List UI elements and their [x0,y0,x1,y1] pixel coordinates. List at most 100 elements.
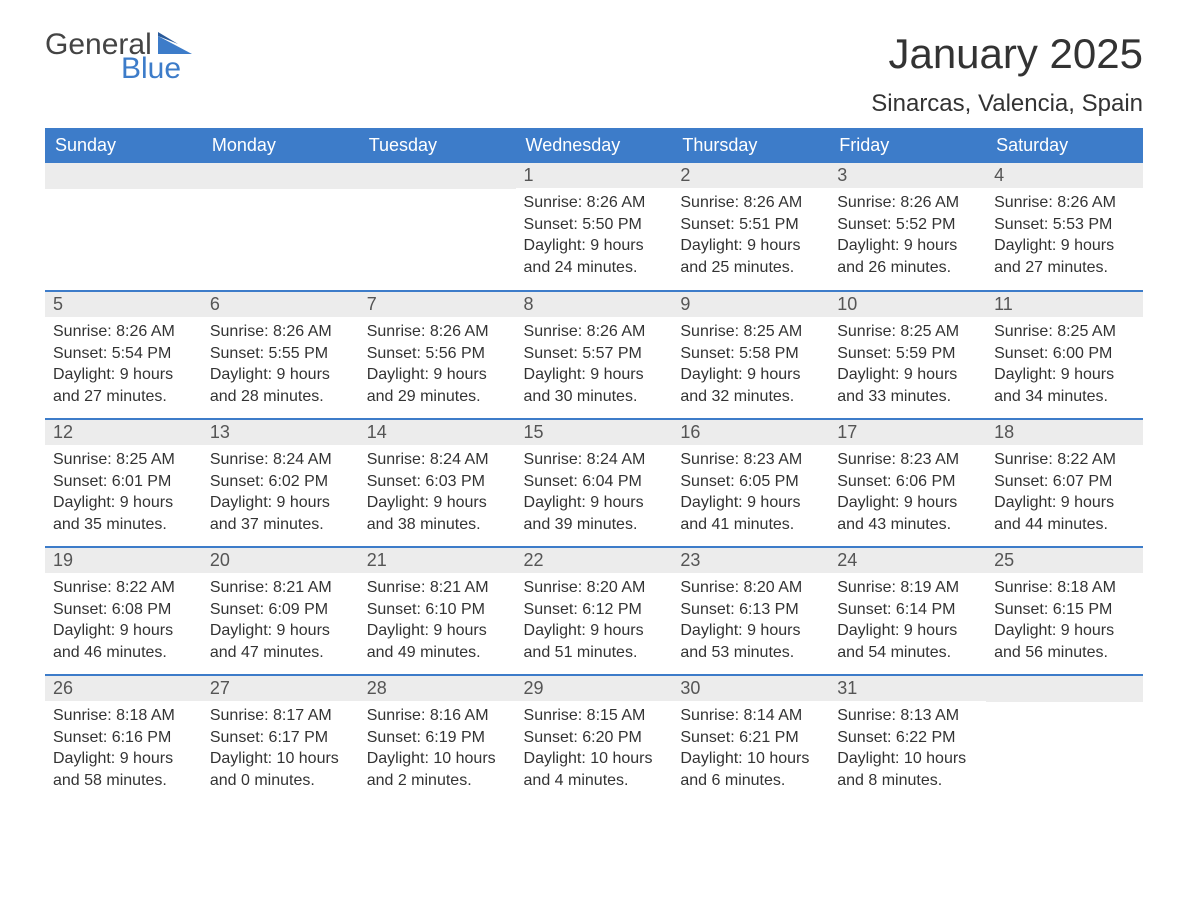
calendar-cell: 28Sunrise: 8:16 AMSunset: 6:19 PMDayligh… [359,675,516,803]
daylight-text: Daylight: 9 hours and 25 minutes. [680,235,821,278]
day-data [45,189,202,203]
calendar-cell: 13Sunrise: 8:24 AMSunset: 6:02 PMDayligh… [202,419,359,547]
calendar-cell: 10Sunrise: 8:25 AMSunset: 5:59 PMDayligh… [829,291,986,419]
day-data: Sunrise: 8:15 AMSunset: 6:20 PMDaylight:… [516,701,673,801]
day-number: 10 [829,292,986,317]
calendar-cell: 15 Sunrise: 8:24 AMSunset: 6:04 PMDayligh… [516,419,673,547]
sunset-text: Sunset: 6:04 PM [524,471,665,493]
sunset-text: Sunset: 5:57 PM [524,343,665,365]
day-number: 27 [202,676,359,701]
calendar-week-row: 19Sunrise: 8:22 AMSunset: 6:08 PMDayligh… [45,547,1143,675]
sunrise-text: Sunrise: 8:23 AM [837,449,978,471]
sunrise-text: Sunrise: 8:22 AM [994,449,1135,471]
day-data [986,702,1143,716]
sunset-text: Sunset: 5:59 PM [837,343,978,365]
sunrise-text: Sunrise: 8:26 AM [53,321,194,343]
sunrise-text: Sunrise: 8:26 AM [994,192,1135,214]
daylight-text: Daylight: 9 hours and 27 minutes. [53,364,194,407]
day-data: Sunrise: 8:26 AMSunset: 5:54 PMDaylight:… [45,317,202,417]
sunset-text: Sunset: 5:53 PM [994,214,1135,236]
daylight-text: Daylight: 9 hours and 27 minutes. [994,235,1135,278]
daylight-text: Daylight: 10 hours and 0 minutes. [210,748,351,791]
day-number: 9 [672,292,829,317]
sunset-text: Sunset: 6:08 PM [53,599,194,621]
col-friday: Friday [829,128,986,163]
day-data: Sunrise: 8:21 AMSunset: 6:10 PMDaylight:… [359,573,516,673]
sunset-text: Sunset: 6:03 PM [367,471,508,493]
calendar-cell: 25Sunrise: 8:18 AMSunset: 6:15 PMDayligh… [986,547,1143,675]
calendar-cell: 14Sunrise: 8:24 AMSunset: 6:03 PMDayligh… [359,419,516,547]
day-data [359,189,516,203]
day-data: Sunrise: 8:24 AMSunset: 6:02 PMDaylight:… [202,445,359,545]
sunset-text: Sunset: 5:55 PM [210,343,351,365]
calendar-week-row: 5Sunrise: 8:26 AMSunset: 5:54 PMDaylight… [45,291,1143,419]
daylight-text: Daylight: 9 hours and 35 minutes. [53,492,194,535]
sunrise-text: Sunrise: 8:24 AM [524,449,665,471]
sunrise-text: Sunrise: 8:24 AM [210,449,351,471]
sunset-text: Sunset: 6:07 PM [994,471,1135,493]
day-number: 18 [986,420,1143,445]
day-number: 28 [359,676,516,701]
calendar-cell: 20Sunrise: 8:21 AMSunset: 6:09 PMDayligh… [202,547,359,675]
sunrise-text: Sunrise: 8:19 AM [837,577,978,599]
sunrise-text: Sunrise: 8:14 AM [680,705,821,727]
sunset-text: Sunset: 6:00 PM [994,343,1135,365]
daylight-text: Daylight: 9 hours and 51 minutes. [524,620,665,663]
calendar-week-row: 26Sunrise: 8:18 AMSunset: 6:16 PMDayligh… [45,675,1143,803]
sunrise-text: Sunrise: 8:25 AM [837,321,978,343]
calendar-cell: 24Sunrise: 8:19 AMSunset: 6:14 PMDayligh… [829,547,986,675]
sunset-text: Sunset: 6:15 PM [994,599,1135,621]
day-data: Sunrise: 8:25 AMSunset: 5:59 PMDaylight:… [829,317,986,417]
calendar-cell: 5Sunrise: 8:26 AMSunset: 5:54 PMDaylight… [45,291,202,419]
day-number: 25 [986,548,1143,573]
sunset-text: Sunset: 6:05 PM [680,471,821,493]
day-number: 22 [516,548,673,573]
calendar-cell [202,163,359,291]
calendar-cell: 4Sunrise: 8:26 AMSunset: 5:53 PMDaylight… [986,163,1143,291]
day-number: 15 [516,420,673,445]
daylight-text: Daylight: 10 hours and 6 minutes. [680,748,821,791]
day-data: Sunrise: 8:18 AMSunset: 6:15 PMDaylight:… [986,573,1143,673]
calendar-cell: 31Sunrise: 8:13 AMSunset: 6:22 PMDayligh… [829,675,986,803]
daylight-text: Daylight: 9 hours and 29 minutes. [367,364,508,407]
sunrise-text: Sunrise: 8:24 AM [367,449,508,471]
calendar-cell: 16Sunrise: 8:23 AMSunset: 6:05 PMDayligh… [672,419,829,547]
day-data: Sunrise: 8:22 AMSunset: 6:07 PMDaylight:… [986,445,1143,545]
calendar-cell: 6Sunrise: 8:26 AMSunset: 5:55 PMDaylight… [202,291,359,419]
day-number: 16 [672,420,829,445]
calendar-cell: 19Sunrise: 8:22 AMSunset: 6:08 PMDayligh… [45,547,202,675]
sunset-text: Sunset: 6:21 PM [680,727,821,749]
day-data: Sunrise: 8:20 AMSunset: 6:13 PMDaylight:… [672,573,829,673]
day-number: 5 [45,292,202,317]
day-number: 11 [986,292,1143,317]
daylight-text: Daylight: 9 hours and 39 minutes. [524,492,665,535]
sunset-text: Sunset: 6:02 PM [210,471,351,493]
calendar-week-row: 12Sunrise: 8:25 AMSunset: 6:01 PMDayligh… [45,419,1143,547]
calendar-cell: 29Sunrise: 8:15 AMSunset: 6:20 PMDayligh… [516,675,673,803]
day-number [359,163,516,189]
day-data: Sunrise: 8:26 AMSunset: 5:50 PMDaylight:… [516,188,673,288]
day-data: Sunrise: 8:21 AMSunset: 6:09 PMDaylight:… [202,573,359,673]
day-number: 31 [829,676,986,701]
calendar-table: Sunday Monday Tuesday Wednesday Thursday… [45,128,1143,803]
daylight-text: Daylight: 9 hours and 44 minutes. [994,492,1135,535]
day-number [986,676,1143,702]
day-number [45,163,202,189]
day-data: Sunrise: 8:26 AMSunset: 5:55 PMDaylight:… [202,317,359,417]
title-block: January 2025 Sinarcas, Valencia, Spain [871,30,1143,118]
daylight-text: Daylight: 9 hours and 54 minutes. [837,620,978,663]
sunrise-text: Sunrise: 8:26 AM [367,321,508,343]
day-number: 23 [672,548,829,573]
day-data: Sunrise: 8:23 AMSunset: 6:05 PMDaylight:… [672,445,829,545]
sunset-text: Sunset: 5:51 PM [680,214,821,236]
day-number: 14 [359,420,516,445]
sunset-text: Sunset: 6:22 PM [837,727,978,749]
calendar-cell [359,163,516,291]
sunrise-text: Sunrise: 8:26 AM [680,192,821,214]
daylight-text: Daylight: 10 hours and 8 minutes. [837,748,978,791]
col-wednesday: Wednesday [516,128,673,163]
location: Sinarcas, Valencia, Spain [871,90,1143,118]
daylight-text: Daylight: 9 hours and 58 minutes. [53,748,194,791]
sunset-text: Sunset: 5:58 PM [680,343,821,365]
daylight-text: Daylight: 9 hours and 43 minutes. [837,492,978,535]
